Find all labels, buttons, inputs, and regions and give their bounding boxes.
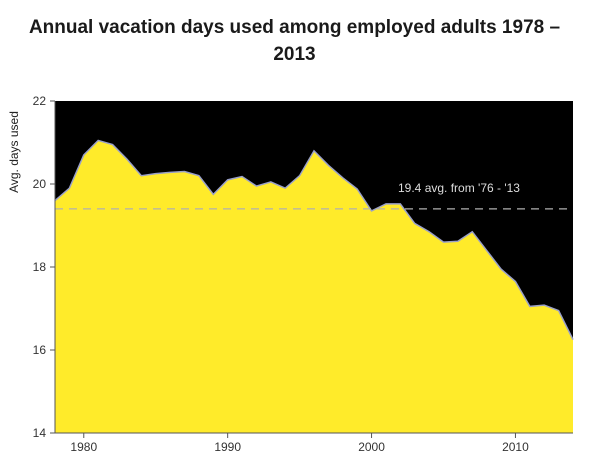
x-tick-label: 2000 xyxy=(358,440,385,454)
y-axis-label: Avg. days used xyxy=(7,111,21,193)
chart-title-line-1: Annual vacation days used among employed… xyxy=(28,17,561,38)
y-tick-label: 20 xyxy=(33,177,47,191)
y-tick-label: 22 xyxy=(33,94,47,108)
y-tick-label: 18 xyxy=(33,260,47,274)
y-tick-label: 16 xyxy=(33,343,47,357)
average-reference-label: 19.4 avg. from '76 - '13 xyxy=(398,181,520,195)
area-series xyxy=(55,140,573,434)
y-tick-label: 14 xyxy=(33,426,47,440)
x-axis-ticks: 1980 1990 2000 2010 xyxy=(70,433,529,454)
x-tick-label: 1980 xyxy=(70,440,97,454)
chart-title-line-2: 2013 xyxy=(273,44,316,65)
x-tick-label: 2010 xyxy=(502,440,529,454)
x-tick-label: 1990 xyxy=(214,440,241,454)
area-series-outline xyxy=(54,139,574,340)
y-axis-ticks: 14 16 18 20 22 xyxy=(33,94,55,440)
chart-title: Annual vacation days used among employed… xyxy=(0,14,589,68)
